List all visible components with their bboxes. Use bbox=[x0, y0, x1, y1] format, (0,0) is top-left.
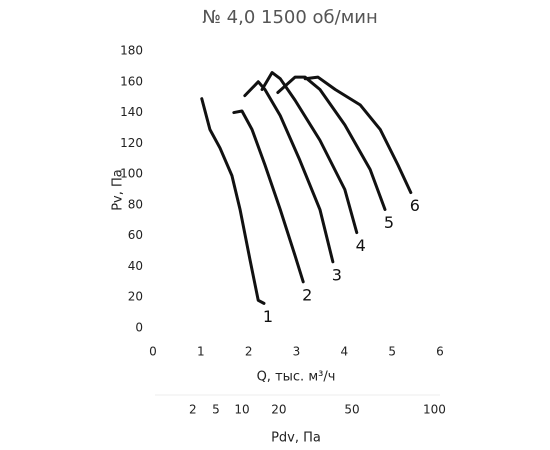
x-tick-label: 0 bbox=[149, 345, 157, 359]
y-tick-label: 60 bbox=[128, 228, 143, 242]
x-tick-label: 3 bbox=[293, 345, 301, 359]
curve bbox=[200, 97, 266, 305]
y-tick-label: 120 bbox=[120, 136, 143, 150]
series-label: 1 bbox=[263, 307, 273, 326]
x-tick-label: 2 bbox=[245, 345, 253, 359]
y-tick-label: 100 bbox=[120, 167, 143, 181]
y-tick-label: 160 bbox=[120, 74, 143, 88]
y-tick-label: 40 bbox=[128, 259, 143, 273]
y-tick-label: 180 bbox=[120, 44, 143, 58]
y-tick-label: 20 bbox=[128, 290, 143, 304]
x-tick-label: 5 bbox=[388, 345, 396, 359]
curve bbox=[260, 71, 359, 235]
series-label: 3 bbox=[332, 265, 342, 284]
x2-tick-label: 100 bbox=[423, 403, 446, 417]
curve bbox=[232, 109, 305, 284]
x2-tick-label: 10 bbox=[234, 403, 249, 417]
x2-axis-label: Pdv, Па bbox=[271, 431, 321, 446]
x-tick-label: 4 bbox=[341, 345, 349, 359]
x2-tick-label: 50 bbox=[344, 403, 359, 417]
x2-tick-label: 5 bbox=[212, 403, 220, 417]
series-label: 6 bbox=[410, 196, 420, 215]
x-tick-label: 1 bbox=[197, 345, 205, 359]
x-axis-label: Q, тыс. м³/ч bbox=[257, 370, 336, 385]
y-tick-label: 140 bbox=[120, 105, 143, 119]
x2-tick-label: 2 bbox=[189, 403, 197, 417]
series-label: 2 bbox=[302, 285, 312, 304]
y-tick-label: 0 bbox=[135, 321, 143, 335]
curve bbox=[276, 75, 387, 212]
series-label: 4 bbox=[356, 236, 366, 255]
curve bbox=[303, 75, 413, 195]
x2-tick-label: 20 bbox=[271, 403, 286, 417]
y-tick-label: 80 bbox=[128, 197, 143, 211]
x-tick-label: 6 bbox=[436, 345, 444, 359]
series-label: 5 bbox=[384, 213, 394, 232]
curve bbox=[243, 80, 335, 264]
chart-title: № 4,0 1500 об/мин bbox=[202, 7, 378, 28]
y-axis-label: Pv, Па bbox=[111, 169, 126, 211]
